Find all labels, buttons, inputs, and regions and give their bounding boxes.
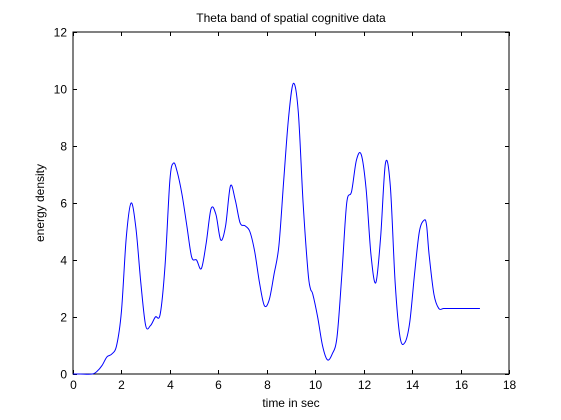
series-line-0: [72, 82, 480, 375]
x-axis-ticks: 0 2 4 6 8 10 12 14 16 18: [70, 32, 516, 392]
y-tick-label: 12: [54, 26, 68, 40]
y-axis-ticks: 0 2 4 6 8 10 12: [54, 26, 509, 382]
x-axis-title: time in sec: [262, 396, 319, 410]
x-tick-label: 2: [118, 378, 125, 392]
x-tick-label: 10: [309, 378, 323, 392]
x-tick-label: 12: [358, 378, 372, 392]
plot-area: [72, 82, 480, 375]
axes-box: [72, 31, 510, 375]
x-tick-label: 14: [406, 378, 420, 392]
chart-title: Theta band of spatial cognitive data: [196, 11, 386, 25]
x-tick-label: 6: [215, 378, 222, 392]
x-tick-label: 16: [455, 378, 469, 392]
y-tick-label: 4: [60, 254, 67, 268]
y-tick-label: 10: [54, 83, 68, 97]
x-tick-label: 0: [70, 378, 77, 392]
x-tick-label: 8: [264, 378, 271, 392]
x-tick-label: 4: [167, 378, 174, 392]
y-tick-label: 0: [60, 368, 67, 382]
x-tick-label: 18: [503, 378, 517, 392]
y-tick-label: 8: [60, 140, 67, 154]
axes-frame: [72, 31, 510, 375]
y-tick-label: 2: [60, 311, 67, 325]
y-axis-title: energy density: [33, 164, 47, 242]
y-tick-label: 6: [60, 197, 67, 211]
